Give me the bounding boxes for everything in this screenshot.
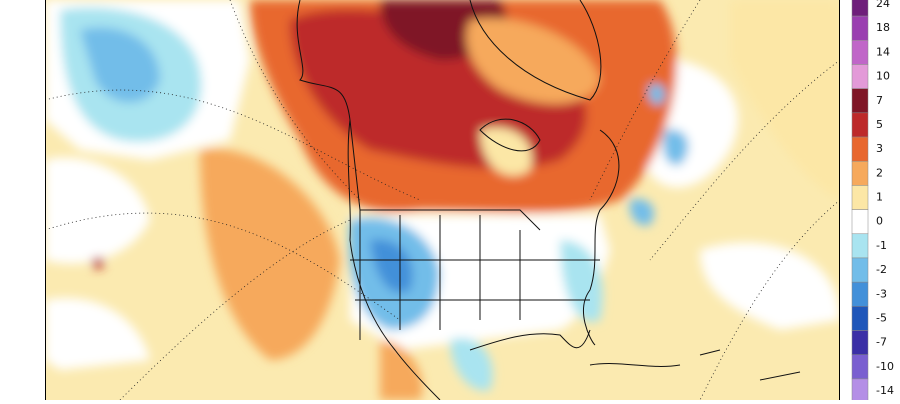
colorbar-swatch — [851, 40, 869, 65]
colorbar-label: 18 — [876, 21, 890, 34]
colorbar-label: -5 — [876, 311, 887, 324]
colorbar-swatch — [851, 185, 869, 210]
colorbar-label: 7 — [876, 94, 883, 107]
colorbar-swatch — [851, 209, 869, 235]
anomaly-map — [45, 0, 840, 400]
colorbar-label: 2 — [876, 166, 883, 179]
colorbar-label: -2 — [876, 263, 887, 276]
colorbar-swatch — [851, 160, 869, 186]
colorbar-label: 5 — [876, 118, 883, 131]
colorbar-swatch — [851, 330, 869, 355]
colorbar-label: 0 — [876, 215, 883, 228]
colorbar-swatch — [851, 112, 869, 138]
colorbar-swatch — [851, 257, 869, 283]
colorbar-swatch — [851, 15, 869, 41]
colorbar-swatch — [851, 0, 869, 17]
colorbar-label: 14 — [876, 45, 890, 58]
colorbar-label: 1 — [876, 191, 883, 204]
colorbar-label: -14 — [876, 384, 894, 397]
colorbar-swatch — [851, 354, 869, 380]
anomaly-fields — [45, 0, 840, 400]
colorbar-label: -3 — [876, 287, 887, 300]
colorbar-swatch — [851, 281, 869, 307]
colorbar-swatch — [851, 64, 869, 89]
colorbar-swatch — [851, 233, 869, 259]
colorbar-label: -7 — [876, 336, 887, 349]
colorbar-label: 10 — [876, 70, 890, 83]
graticule — [45, 0, 840, 400]
colorbar-swatch — [851, 136, 869, 162]
colorbar-swatch — [851, 88, 869, 114]
colorbar-swatch — [851, 378, 869, 404]
coastlines — [296, 0, 801, 400]
colorbar-label: -10 — [876, 360, 894, 373]
colorbar-label: -1 — [876, 239, 887, 252]
colorbar-swatch — [851, 306, 869, 331]
colorbar-label: 3 — [876, 142, 883, 155]
colorbar-label: 24 — [876, 0, 890, 10]
